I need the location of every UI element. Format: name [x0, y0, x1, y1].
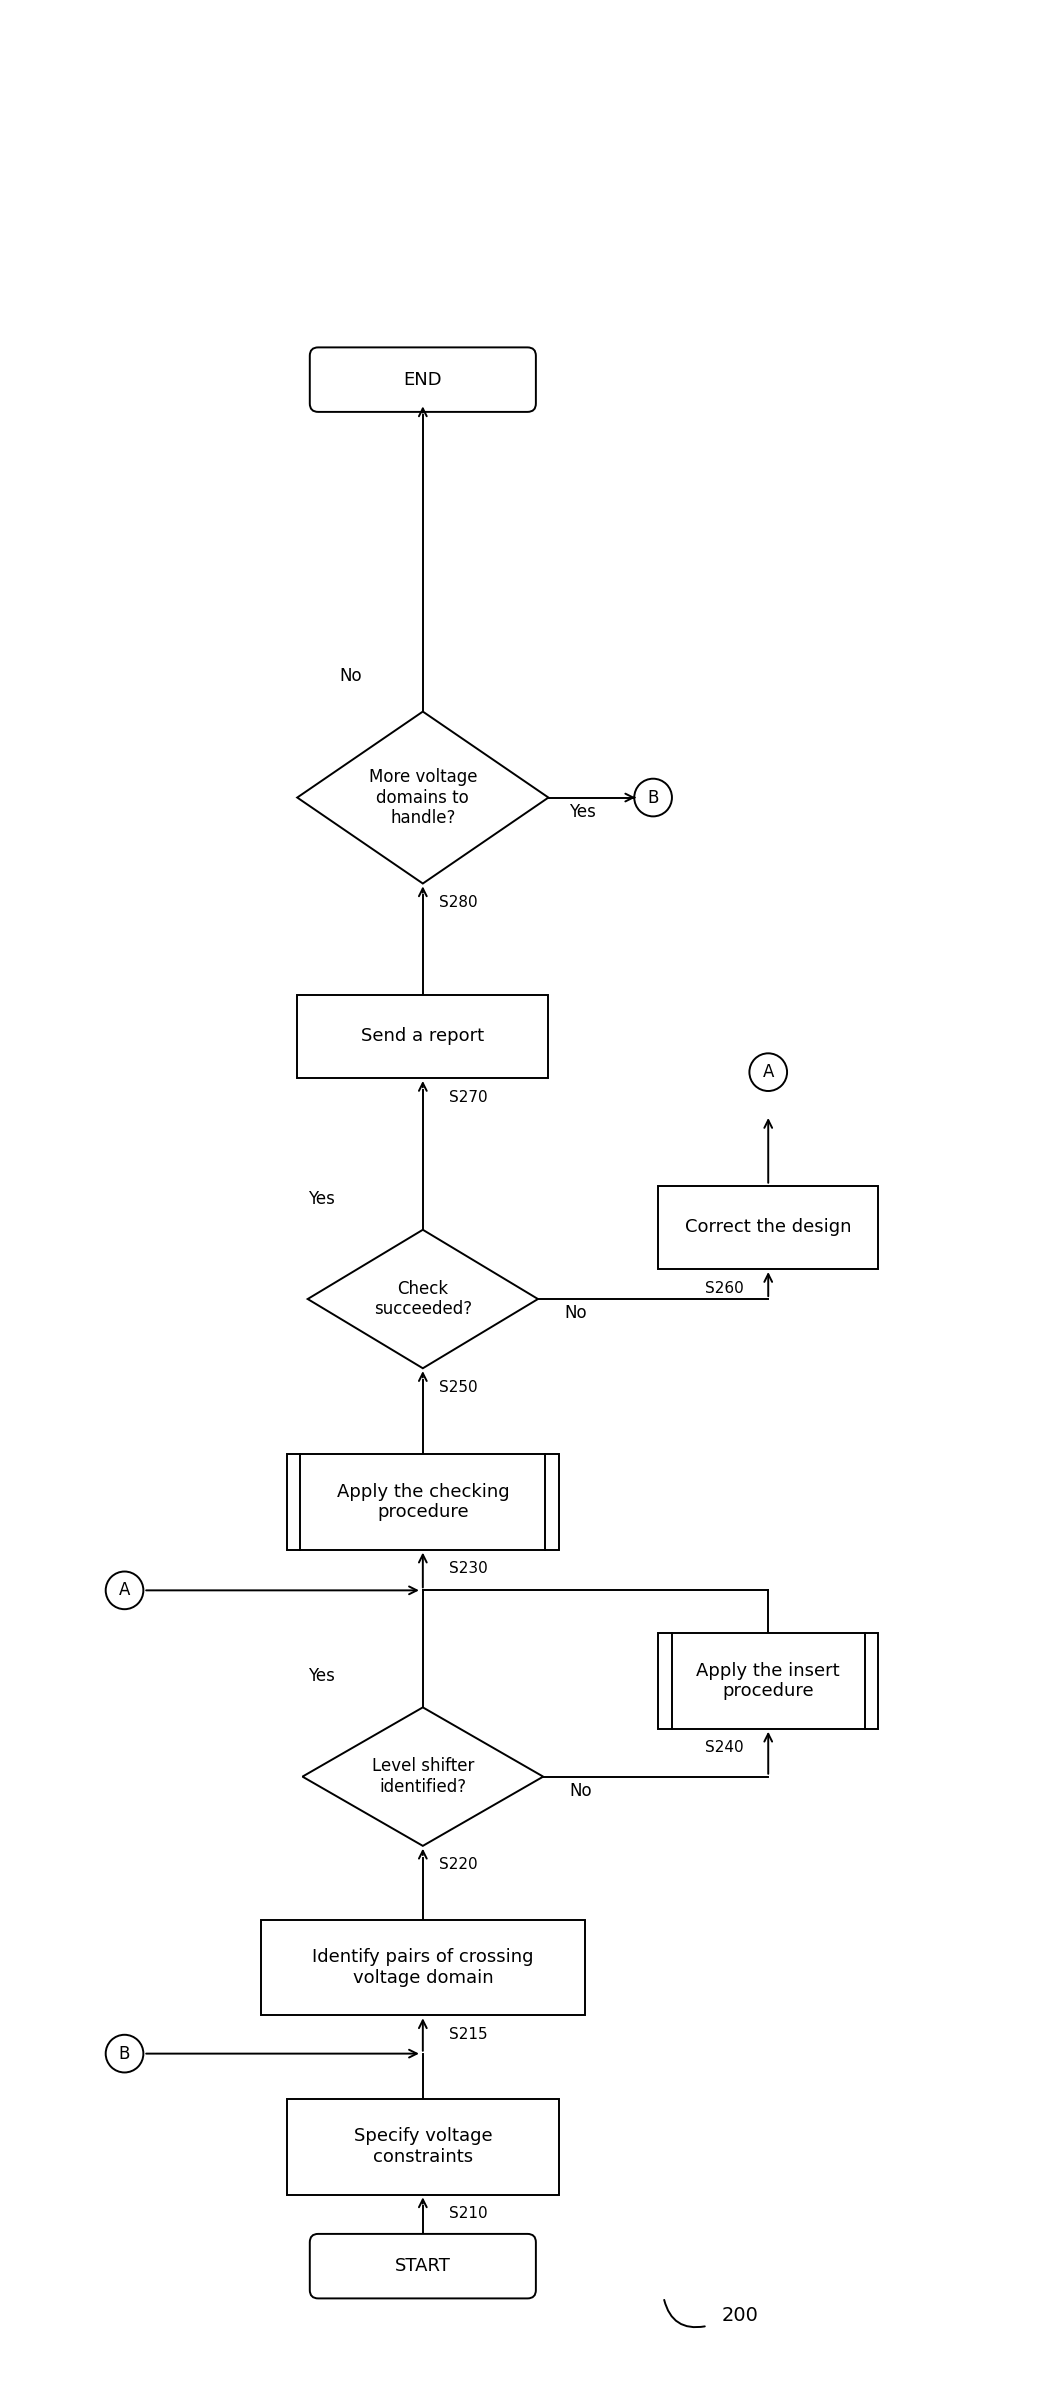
Text: Yes: Yes	[308, 1189, 334, 1208]
Polygon shape	[303, 1707, 543, 1846]
Text: Yes: Yes	[308, 1668, 334, 1685]
Text: S220: S220	[439, 1858, 477, 1873]
Text: S240: S240	[706, 1740, 744, 1755]
Text: S270: S270	[449, 1090, 487, 1105]
Text: No: No	[564, 1305, 587, 1321]
Text: B: B	[648, 789, 658, 806]
Text: Send a report: Send a report	[361, 1028, 484, 1045]
Text: S250: S250	[439, 1379, 477, 1396]
Text: Level shifter
identified?: Level shifter identified?	[371, 1757, 474, 1796]
Text: Apply the checking
procedure: Apply the checking procedure	[337, 1483, 510, 1521]
Text: A: A	[763, 1064, 774, 1081]
Text: S280: S280	[439, 895, 477, 910]
FancyBboxPatch shape	[310, 2234, 536, 2299]
Text: S260: S260	[706, 1281, 744, 1295]
Text: S210: S210	[449, 2207, 487, 2222]
Text: A: A	[119, 1581, 130, 1598]
Text: S215: S215	[449, 2027, 487, 2041]
Bar	[287, 2099, 559, 2195]
Text: Correct the design: Correct the design	[685, 1218, 851, 1237]
Text: Identify pairs of crossing
voltage domain: Identify pairs of crossing voltage domai…	[312, 1947, 534, 1988]
Text: B: B	[119, 2044, 130, 2063]
Bar	[658, 1187, 878, 1268]
FancyBboxPatch shape	[310, 347, 536, 412]
Bar	[261, 1921, 586, 2015]
Text: No: No	[339, 667, 362, 684]
Circle shape	[106, 2034, 143, 2072]
Text: START: START	[395, 2258, 450, 2275]
Circle shape	[749, 1054, 787, 1090]
Text: Specify voltage
constraints: Specify voltage constraints	[353, 2128, 492, 2166]
Polygon shape	[308, 1230, 538, 1367]
Polygon shape	[298, 712, 549, 883]
Bar	[658, 1634, 878, 1728]
Bar	[298, 994, 549, 1078]
Bar	[287, 1454, 559, 1550]
Text: Yes: Yes	[570, 804, 596, 821]
Text: More voltage
domains to
handle?: More voltage domains to handle?	[368, 768, 477, 828]
Circle shape	[106, 1572, 143, 1610]
Text: Apply the insert
procedure: Apply the insert procedure	[696, 1661, 840, 1699]
Text: No: No	[570, 1781, 592, 1800]
Text: Check
succeeded?: Check succeeded?	[373, 1281, 472, 1319]
Circle shape	[634, 780, 672, 816]
Text: 200: 200	[722, 2306, 757, 2325]
Text: S230: S230	[449, 1562, 487, 1577]
Text: END: END	[403, 371, 442, 388]
